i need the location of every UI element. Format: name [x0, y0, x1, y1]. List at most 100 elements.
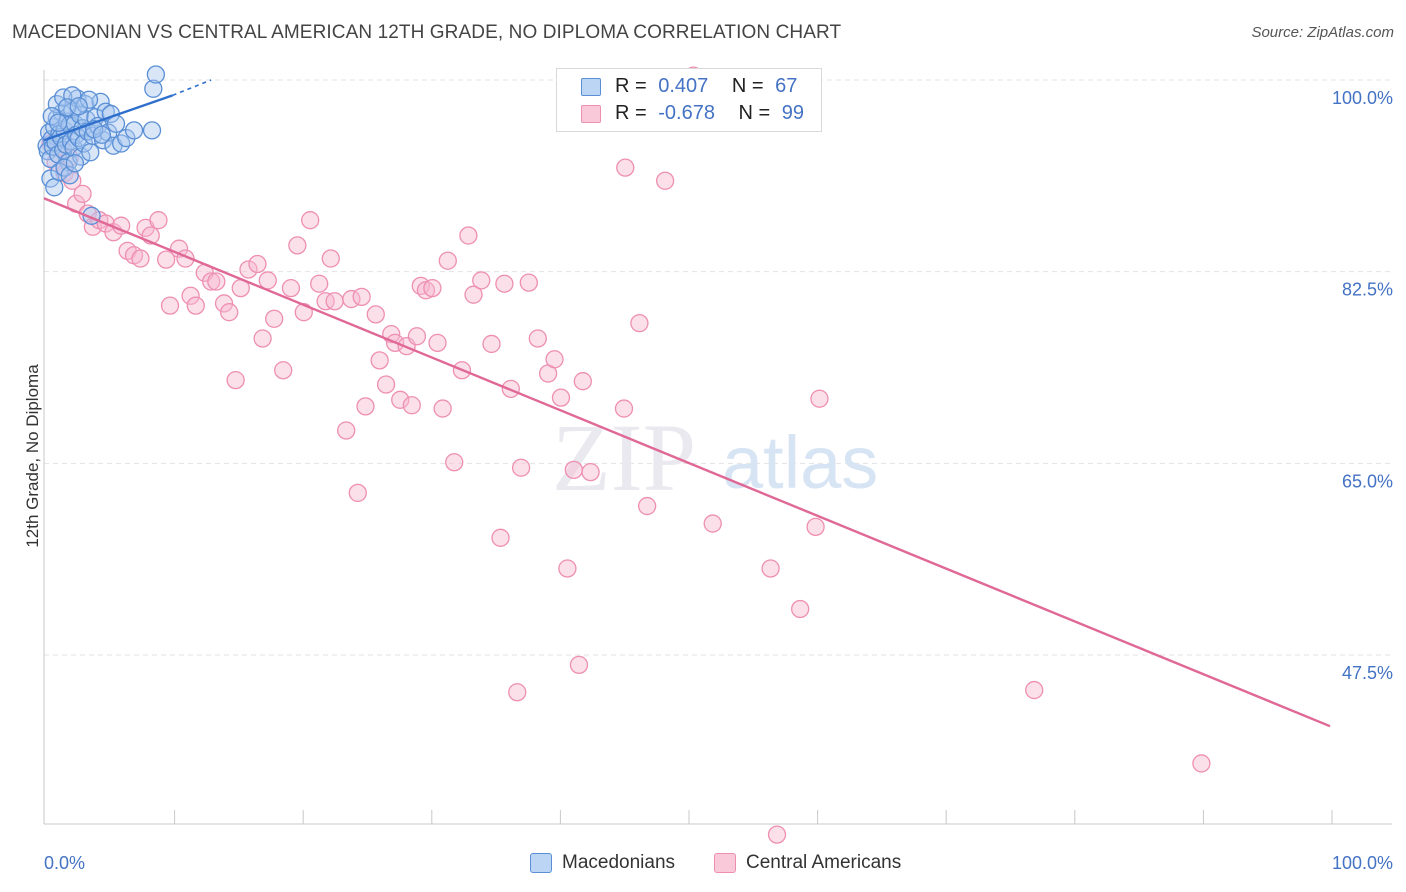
- central-american-point: [495, 274, 514, 293]
- central-american-point: [545, 350, 564, 369]
- y-tick-label: 65.0%: [1342, 471, 1393, 491]
- legend-n-label: N =: [731, 75, 764, 97]
- central-american-point: [810, 389, 829, 408]
- central-american-point: [337, 421, 356, 440]
- legend-r-label: R =: [615, 102, 647, 124]
- grid-lines: [44, 79, 1392, 656]
- central-american-trend-line: [43, 197, 1331, 728]
- central-american-point: [281, 278, 301, 298]
- central-american-point: [376, 375, 396, 394]
- legend-n-label: N =: [738, 102, 771, 124]
- central-american-point: [226, 370, 245, 390]
- macedonian-point: [60, 166, 79, 185]
- central-american-point: [482, 334, 501, 354]
- central-american-point: [181, 286, 200, 305]
- central-american-point: [352, 287, 371, 307]
- central-american-point: [348, 483, 367, 503]
- central-american-point: [73, 184, 92, 204]
- central-american-point: [445, 453, 464, 472]
- central-american-point: [767, 825, 787, 844]
- central-american-point: [564, 460, 583, 480]
- macedonian-point: [92, 125, 112, 144]
- source-label: Source: ZipAtlas.com: [1251, 24, 1394, 41]
- macedonian-point: [41, 169, 60, 188]
- central-american-point: [511, 458, 531, 477]
- central-american-point: [519, 273, 538, 292]
- central-american-point: [258, 271, 277, 290]
- central-american-point: [569, 655, 589, 675]
- axes: [43, 70, 1392, 825]
- central-american-point: [1192, 754, 1211, 773]
- macedonian-point: [69, 128, 88, 148]
- central-american-point: [160, 296, 180, 315]
- bottom-legend-label-central-americans: Central Americans: [746, 852, 902, 873]
- central-american-point: [438, 251, 457, 270]
- central-american-point: [301, 211, 320, 230]
- macedonian-point: [47, 94, 67, 114]
- x-tick-labels: 0.0% 100.0%: [44, 853, 1393, 873]
- macedonian-point: [91, 92, 110, 112]
- x-tick-label: 0.0%: [44, 853, 85, 873]
- legend-text-macedonians: R = 0.407 N = 67: [615, 75, 797, 98]
- macedonian-point: [124, 121, 144, 140]
- central-american-point: [220, 303, 239, 322]
- macedonian-point: [146, 65, 166, 84]
- central-american-point: [614, 399, 634, 418]
- central-american-point: [202, 272, 221, 291]
- central-american-point: [655, 171, 675, 190]
- central-american-point: [573, 372, 592, 391]
- macedonian-point: [112, 134, 131, 153]
- central-american-point: [356, 397, 375, 416]
- bottom-legend-swatch-macedonians: [530, 853, 552, 873]
- watermark-zip: ZIP: [552, 404, 696, 511]
- central-american-point: [207, 272, 226, 291]
- central-american-point: [253, 329, 272, 348]
- chart-title: MACEDONIAN VS CENTRAL AMERICAN 12TH GRAD…: [12, 22, 842, 43]
- central-american-point: [149, 211, 168, 230]
- bottom-legend-swatch-central-americans: [714, 853, 736, 873]
- central-american-point: [472, 271, 491, 290]
- y-axis-label: 12th Grade, No Diploma: [23, 364, 42, 548]
- central-american-point: [131, 249, 150, 268]
- y-tick-labels: 100.0% 82.5% 65.0% 47.5%: [1332, 88, 1393, 683]
- central-american-point: [321, 249, 340, 268]
- macedonian-point: [69, 97, 88, 116]
- macedonian-point: [144, 79, 163, 98]
- central-american-point: [616, 158, 635, 177]
- central-american-point: [791, 599, 810, 619]
- legend-text-central-americans: R = -0.678 N = 99: [615, 102, 804, 125]
- x-tick-label: 100.0%: [1332, 853, 1393, 873]
- legend-r-label: R =: [615, 75, 647, 97]
- central-american-point: [551, 388, 571, 407]
- central-american-point: [325, 292, 344, 311]
- macedonian-point: [117, 128, 136, 148]
- legend-swatch-central-americans: [581, 105, 601, 123]
- y-tick-label: 47.5%: [1342, 663, 1393, 683]
- central-american-point: [558, 559, 577, 578]
- central-american-point: [248, 254, 267, 274]
- macedonian-points: [37, 65, 166, 225]
- central-american-point: [637, 496, 657, 516]
- macedonian-point: [81, 143, 100, 162]
- legend-r-value: 0.407: [658, 75, 709, 97]
- central-american-point: [491, 528, 510, 547]
- macedonian-point: [45, 178, 64, 197]
- central-american-point: [428, 333, 447, 353]
- central-american-point: [274, 361, 293, 380]
- central-american-point: [703, 514, 722, 533]
- macedonian-trend-line: [43, 94, 173, 142]
- y-tick-label: 100.0%: [1332, 88, 1393, 108]
- legend-n-value: 67: [775, 75, 798, 97]
- trend-lines: [43, 79, 1331, 728]
- central-american-point: [370, 351, 389, 370]
- central-american-point: [402, 396, 421, 415]
- central-american-point: [761, 559, 780, 578]
- central-american-point: [239, 260, 258, 279]
- central-american-point: [214, 294, 234, 313]
- y-tick-label: 82.5%: [1342, 280, 1393, 300]
- macedonian-point: [63, 86, 82, 105]
- central-american-point: [391, 390, 410, 409]
- correlation-legend: R = 0.407 N = 67 R = -0.678 N = 99: [556, 68, 822, 132]
- central-american-point: [581, 462, 600, 482]
